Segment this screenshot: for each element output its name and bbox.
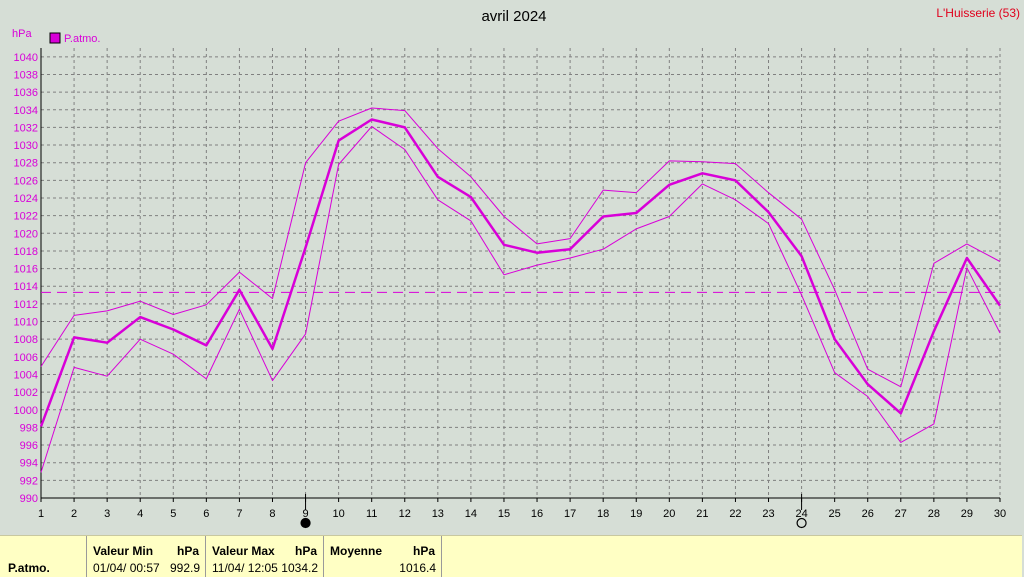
plot-area: 9909929949969981000100210041006100810101… [14, 48, 1006, 529]
series-max-line [40, 107, 1001, 388]
y-tick-label: 1008 [14, 334, 38, 346]
stats-avg-cell: Moyenne hPa 1016.4 [324, 536, 442, 577]
x-tick-label: 29 [961, 508, 973, 520]
x-tick-label: 3 [104, 508, 110, 520]
x-tick-label: 12 [399, 508, 411, 520]
chart-title: avril 2024 [481, 8, 546, 25]
x-tick-label: 25 [829, 508, 841, 520]
y-tick-label: 1026 [14, 175, 38, 187]
x-tick-label: 2 [71, 508, 77, 520]
stats-min-cell: Valeur Min hPa 01/04/ 00:57 992.9 [87, 536, 206, 577]
y-tick-label: 990 [20, 493, 38, 505]
y-tick-label: 1024 [14, 193, 38, 205]
y-tick-label: 1018 [14, 246, 38, 258]
y-tick-label: 996 [20, 440, 38, 452]
legend-swatch [49, 32, 61, 44]
x-tick-label: 5 [170, 508, 176, 520]
y-tick-label: 1022 [14, 211, 38, 223]
x-tick-label: 1 [38, 508, 44, 520]
y-tick-label: 1006 [14, 352, 38, 364]
max-header: Valeur Max [212, 544, 275, 558]
y-tick-label: 992 [20, 475, 38, 487]
y-tick-label: 1032 [14, 122, 38, 134]
y-tick-label: 1012 [14, 299, 38, 311]
max-unit: hPa [294, 544, 317, 558]
y-tick-label: 1010 [14, 317, 38, 329]
x-tick-label: 17 [564, 508, 576, 520]
full-moon-icon [796, 517, 807, 529]
y-tick-label: 1040 [14, 52, 38, 64]
x-tick-label: 9 [302, 508, 308, 520]
series-min-line [40, 126, 1001, 473]
max-time: 11/04/ 12:05 [212, 561, 278, 575]
x-tick-label: 8 [269, 508, 275, 520]
x-tick-label: 26 [862, 508, 874, 520]
x-tick-label: 24 [795, 508, 807, 520]
x-tick-label: 18 [597, 508, 609, 520]
x-tick-label: 11 [366, 508, 377, 520]
new-moon-icon [300, 517, 311, 529]
x-tick-label: 13 [432, 508, 444, 520]
min-unit: hPa [176, 544, 199, 558]
y-tick-label: 1002 [14, 387, 38, 399]
station-name: L'Huisserie (53) [936, 6, 1020, 20]
x-tick-label: 28 [928, 508, 940, 520]
stats-label-cell: P.atmo. [0, 536, 87, 577]
y-tick-label: 1016 [14, 264, 38, 276]
x-tick-label: 15 [498, 508, 510, 520]
stats-row-label: P.atmo. [8, 561, 50, 575]
x-tick-label: 16 [531, 508, 543, 520]
y-tick-label: 1038 [14, 69, 38, 81]
x-tick-label: 20 [663, 508, 675, 520]
y-axis-unit: hPa [12, 28, 32, 40]
x-tick-label: 30 [994, 508, 1006, 520]
pressure-chart: avril 2024 L'Huisserie (53) hPa P.atmo. … [12, 6, 1020, 529]
x-tick-label: 27 [895, 508, 907, 520]
series-mean-line [39, 118, 1002, 427]
x-tick-label: 10 [332, 508, 344, 520]
y-tick-label: 1028 [14, 158, 38, 170]
min-time: 01/04/ 00:57 [93, 561, 160, 575]
x-tick-label: 6 [203, 508, 209, 520]
legend-label: P.atmo. [64, 33, 101, 45]
x-tick-label: 22 [729, 508, 741, 520]
y-tick-label: 1020 [14, 228, 38, 240]
x-tick-label: 7 [236, 508, 242, 520]
x-tick-label: 21 [696, 508, 708, 520]
x-tick-label: 23 [762, 508, 774, 520]
x-tick-label: 14 [465, 508, 477, 520]
avg-value: 1016.4 [399, 561, 436, 575]
min-value: 992.9 [169, 561, 200, 575]
plot-background [41, 48, 1000, 498]
y-tick-label: 1004 [14, 369, 38, 381]
y-tick-label: 994 [20, 458, 38, 470]
x-tick-label: 19 [630, 508, 642, 520]
min-header: Valeur Min [93, 544, 154, 558]
avg-unit: hPa [412, 544, 435, 558]
y-tick-label: 1030 [14, 140, 38, 152]
y-tick-label: 1036 [14, 87, 38, 99]
y-tick-label: 1014 [14, 281, 38, 293]
stats-max-cell: Valeur Max hPa 11/04/ 12:05 1034.2 [206, 536, 324, 577]
max-value: 1034.2 [281, 561, 318, 575]
y-tick-label: 1034 [14, 105, 38, 117]
y-tick-label: 1000 [14, 405, 38, 417]
stats-bar: P.atmo. Valeur Min hPa 01/04/ 00:57 992.… [0, 535, 1022, 577]
x-tick-label: 4 [137, 508, 143, 520]
avg-header: Moyenne [330, 544, 383, 558]
y-tick-label: 998 [20, 422, 38, 434]
